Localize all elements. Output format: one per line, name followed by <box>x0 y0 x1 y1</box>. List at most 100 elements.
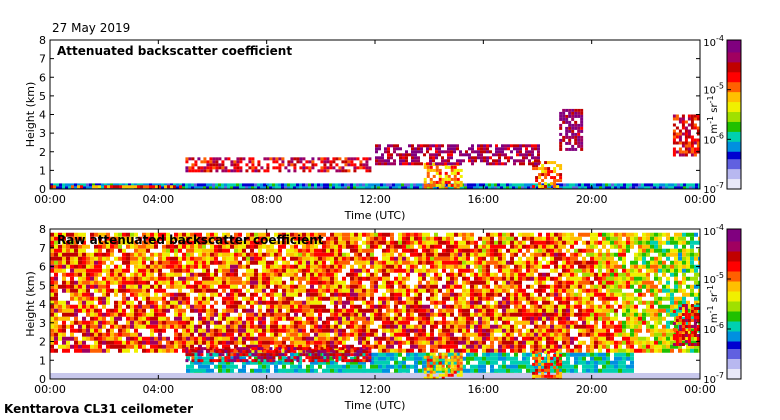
noise-cell <box>230 296 234 301</box>
noise-cell <box>490 328 494 333</box>
noise-cell <box>430 236 434 241</box>
noise-cell <box>314 272 318 277</box>
noise-cell <box>122 256 126 261</box>
noise-cell <box>314 292 318 297</box>
noise-cell <box>142 280 146 285</box>
backscatter-cell <box>681 120 685 124</box>
noise-cell <box>510 284 514 289</box>
noise-cell <box>74 348 78 353</box>
noise-cell <box>518 256 522 261</box>
noise-cell <box>338 236 342 241</box>
noise-cell <box>358 360 362 365</box>
noise-cell <box>202 252 206 257</box>
backscatter-cell <box>401 186 404 189</box>
noise-cell <box>490 344 494 349</box>
noise-cell <box>414 260 418 265</box>
backscatter-cell <box>384 159 387 163</box>
noise-cell <box>386 276 390 281</box>
noise-cell <box>158 344 162 349</box>
noise-cell <box>434 248 438 253</box>
noise-cell <box>238 240 242 245</box>
backscatter-cell <box>477 150 480 154</box>
noise-cell <box>202 288 206 293</box>
backscatter-cell <box>687 117 691 121</box>
noise-cell <box>230 276 234 281</box>
noise-cell <box>250 284 254 289</box>
noise-cell <box>522 240 526 245</box>
noise-cell <box>466 328 470 333</box>
noise-cell <box>374 344 378 349</box>
noise-cell <box>418 356 422 361</box>
backscatter-cell <box>559 111 563 115</box>
backscatter-cell <box>683 183 686 187</box>
backscatter-cell <box>296 157 300 161</box>
noise-cell <box>346 296 350 301</box>
noise-cell <box>198 248 202 253</box>
backscatter-cell <box>580 117 584 121</box>
noise-cell <box>322 340 326 345</box>
backscatter-cell <box>320 186 323 189</box>
noise-cell <box>494 252 498 257</box>
noise-cell <box>126 332 130 337</box>
noise-cell <box>510 316 514 321</box>
noise-cell <box>486 252 490 257</box>
noise-cell <box>334 292 338 297</box>
backscatter-cell <box>257 186 260 189</box>
backscatter-cell <box>411 150 414 154</box>
noise-cell <box>190 364 194 369</box>
noise-cell <box>486 284 490 289</box>
noise-cell <box>330 272 334 277</box>
noise-cell <box>266 312 270 317</box>
noise-cell <box>298 364 302 369</box>
noise-cell <box>406 312 410 317</box>
noise-cell <box>486 276 490 281</box>
backscatter-cell <box>83 183 86 187</box>
noise-cell <box>234 256 238 261</box>
noise-cell <box>314 232 318 237</box>
noise-cell <box>426 316 430 321</box>
backscatter-cell <box>483 159 486 163</box>
noise-cell <box>386 248 390 253</box>
noise-cell <box>290 296 294 301</box>
noise-cell <box>278 308 282 313</box>
noise-cell <box>374 284 378 289</box>
backscatter-cell <box>200 183 203 187</box>
noise-cell <box>370 280 374 285</box>
backscatter-cell <box>71 183 74 187</box>
noise-cell <box>306 288 310 293</box>
noise-cell <box>118 300 122 305</box>
noise-cell <box>250 296 254 301</box>
noise-cell <box>454 248 458 253</box>
noise-cell <box>270 244 274 249</box>
noise-cell <box>406 304 410 309</box>
noise-cell <box>54 288 58 293</box>
noise-cell <box>210 236 214 241</box>
backscatter-cell <box>224 157 228 161</box>
noise-cell <box>286 236 290 241</box>
noise-cell <box>290 264 294 269</box>
backscatter-cell <box>605 186 608 189</box>
noise-cell <box>454 272 458 277</box>
backscatter-cell <box>447 147 450 151</box>
noise-cell <box>190 264 194 269</box>
noise-cell <box>466 232 470 237</box>
noise-cell <box>466 336 470 341</box>
backscatter-cell <box>665 186 668 189</box>
noise-cell <box>398 264 402 269</box>
noise-cell <box>458 300 462 305</box>
noise-cell <box>158 280 162 285</box>
noise-cell <box>378 324 382 329</box>
noise-cell <box>290 244 294 249</box>
noise-cell <box>142 296 146 301</box>
noise-cell <box>158 232 162 237</box>
noise-cell <box>430 256 434 261</box>
backscatter-cell <box>459 153 462 157</box>
noise-cell <box>270 240 274 245</box>
backscatter-cell <box>580 108 584 112</box>
noise-cell <box>522 304 526 309</box>
noise-cell <box>150 324 154 329</box>
noise-cell <box>318 360 322 365</box>
noise-cell <box>442 284 446 289</box>
backscatter-cell <box>224 183 227 187</box>
noise-cell <box>478 264 482 269</box>
